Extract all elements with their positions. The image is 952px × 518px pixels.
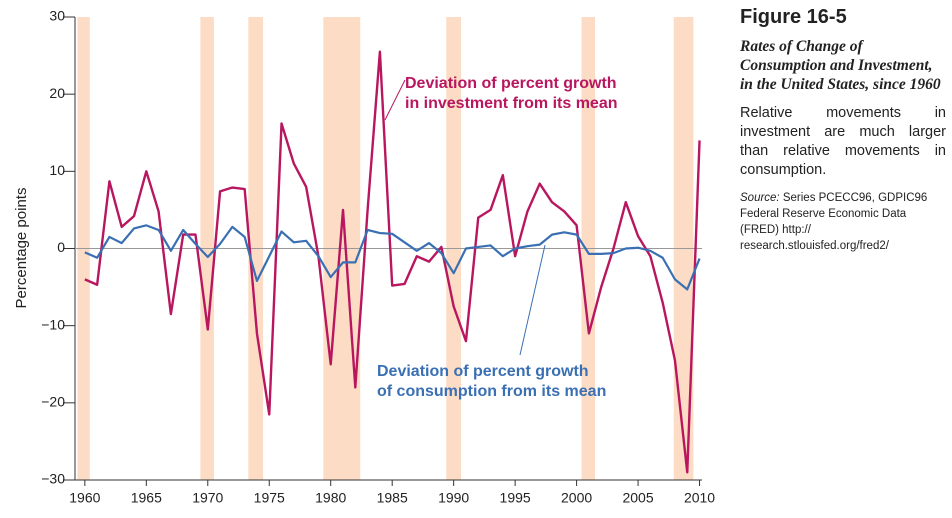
x-tick-label: 1975 (254, 490, 285, 506)
figure-number: Figure 16-5 (740, 6, 847, 28)
annotation: Deviation of percent growth (405, 75, 617, 92)
y-tick-label: 10 (49, 162, 65, 178)
x-tick-label: 1995 (500, 490, 531, 506)
y-tick-label: 0 (57, 239, 65, 255)
x-tick-label: 1965 (131, 490, 162, 506)
x-tick-label: 1990 (438, 490, 469, 506)
figure-description: Relative movements in investment are muc… (740, 105, 946, 178)
x-tick-label: 1980 (315, 490, 346, 506)
y-axis-label: Percentage points (13, 188, 30, 309)
y-tick-label: 30 (49, 8, 65, 24)
x-tick-label: 2000 (561, 490, 592, 506)
y-tick-label: −30 (41, 471, 65, 487)
leader-line (384, 79, 406, 121)
annotation: of consumption from its mean (377, 383, 606, 400)
annotation: in investment from its mean (405, 95, 618, 112)
source-label: Source: (740, 192, 780, 204)
source-text: Series PCECC96, GDPIC96 Federal Reserve … (740, 192, 928, 252)
series-line (84, 224, 701, 291)
series-line (84, 50, 701, 474)
annotation: Deviation of percent growth (377, 363, 589, 380)
x-tick-label: 1960 (69, 490, 100, 506)
x-tick-label: 1985 (377, 490, 408, 506)
x-tick-label: 2010 (684, 490, 715, 506)
chart: Percentage points −30 −20 −10 0 10 20 30 1960 19… (13, 8, 715, 506)
x-tick-label: 2005 (622, 490, 653, 506)
y-tick-label: 20 (49, 85, 65, 101)
x-tick-label: 1970 (192, 490, 223, 506)
y-tick-label: −10 (41, 316, 65, 332)
y-tick-label: −20 (41, 394, 65, 410)
figure-source: Source: Series PCECC96, GDPIC96 Federal … (740, 190, 946, 254)
figure-panel: Figure 16-5 Rates of Change of Consumpti… (740, 6, 946, 254)
figure-subtitle: Rates of Change of Consumption and Inves… (740, 38, 941, 93)
leader-line (519, 244, 546, 356)
